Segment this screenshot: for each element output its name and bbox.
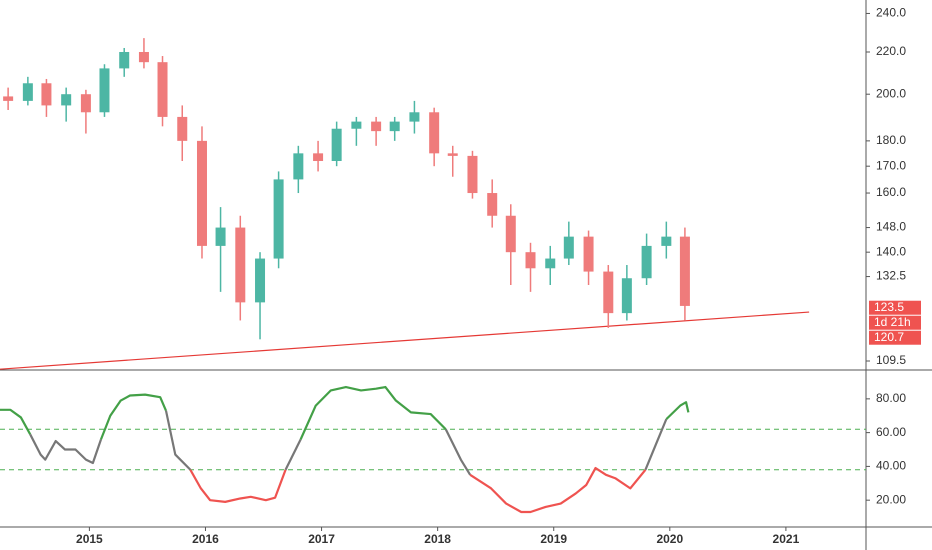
candle-body <box>467 155 478 194</box>
y-tick-label: 240.0 <box>876 6 906 20</box>
x-tick-label: 2021 <box>773 532 800 546</box>
oscillator-line <box>99 393 168 440</box>
candle-body <box>621 278 632 314</box>
oscillator-line <box>0 408 32 435</box>
y-tick-label: 40.00 <box>876 459 906 473</box>
candle-body <box>371 121 382 132</box>
y-tick-label: 132.5 <box>876 269 906 283</box>
candle-body <box>22 83 33 101</box>
x-tick-label: 2015 <box>76 532 103 546</box>
trendline-price-label: 120.7 <box>874 330 904 344</box>
candle-body <box>487 193 498 216</box>
oscillator-line <box>189 469 287 503</box>
x-tick-label: 2020 <box>656 532 683 546</box>
y-tick-label: 60.00 <box>876 425 906 439</box>
oscillator-line <box>299 385 447 440</box>
x-tick-label: 2016 <box>192 532 219 546</box>
candle-body <box>313 153 324 162</box>
candle-body <box>583 236 594 272</box>
y-tick-label: 20.00 <box>876 492 906 506</box>
y-tick-label: 148.0 <box>876 220 906 234</box>
candle-body <box>525 252 536 269</box>
candle-body <box>389 121 400 132</box>
candle-body <box>255 258 266 303</box>
candle-body <box>447 153 458 156</box>
candle-body <box>41 83 52 106</box>
candle-body <box>273 179 284 259</box>
x-tick-label: 2019 <box>540 532 567 546</box>
oscillator-line <box>29 433 103 465</box>
candle-body <box>409 112 420 122</box>
y-tick-label: 160.0 <box>876 185 906 199</box>
x-tick-label: 2018 <box>424 532 451 546</box>
y-tick-label: 200.0 <box>876 86 906 100</box>
candle-body <box>661 236 672 246</box>
candle-body <box>293 153 304 180</box>
candle-body <box>138 51 149 63</box>
candle-body <box>563 236 574 259</box>
candle-body <box>99 68 110 113</box>
candle-body <box>641 245 652 279</box>
y-tick-label: 170.0 <box>876 158 906 172</box>
candle-body <box>429 112 440 154</box>
candle-body <box>603 271 614 314</box>
y-tick-label: 220.0 <box>876 44 906 58</box>
candle-body <box>351 121 362 129</box>
candle-body <box>505 215 516 253</box>
candle-body <box>331 128 342 162</box>
trendline-price-label-box <box>869 330 921 345</box>
oscillator-line <box>469 466 647 514</box>
last-price-label-box <box>869 300 921 315</box>
x-tick-label: 2017 <box>308 532 335 546</box>
candle-body <box>61 94 72 106</box>
y-tick-label: 80.00 <box>876 391 906 405</box>
candle-body <box>545 258 556 269</box>
candle-body <box>235 227 246 303</box>
last-price-label: 123.5 <box>874 300 904 314</box>
candle-body <box>679 236 690 306</box>
y-tick-label: 109.5 <box>876 353 906 367</box>
countdown-label: 1d 21h <box>874 315 911 329</box>
candle-body <box>80 94 91 113</box>
candle-body <box>157 62 168 117</box>
oscillator-line <box>665 401 690 420</box>
candle-body <box>196 140 207 246</box>
candle-body <box>215 227 226 246</box>
candle-body <box>3 96 14 101</box>
oscillator-line <box>164 410 192 471</box>
y-tick-label: 180.0 <box>876 133 906 147</box>
y-tick-label: 140.0 <box>876 244 906 258</box>
oscillator-line <box>644 418 668 471</box>
candle-body <box>177 116 188 141</box>
candle-body <box>119 51 130 69</box>
oscillator-line <box>444 428 472 476</box>
countdown-label-box <box>869 315 921 330</box>
trendline <box>0 311 810 370</box>
oscillator-line <box>284 438 302 471</box>
